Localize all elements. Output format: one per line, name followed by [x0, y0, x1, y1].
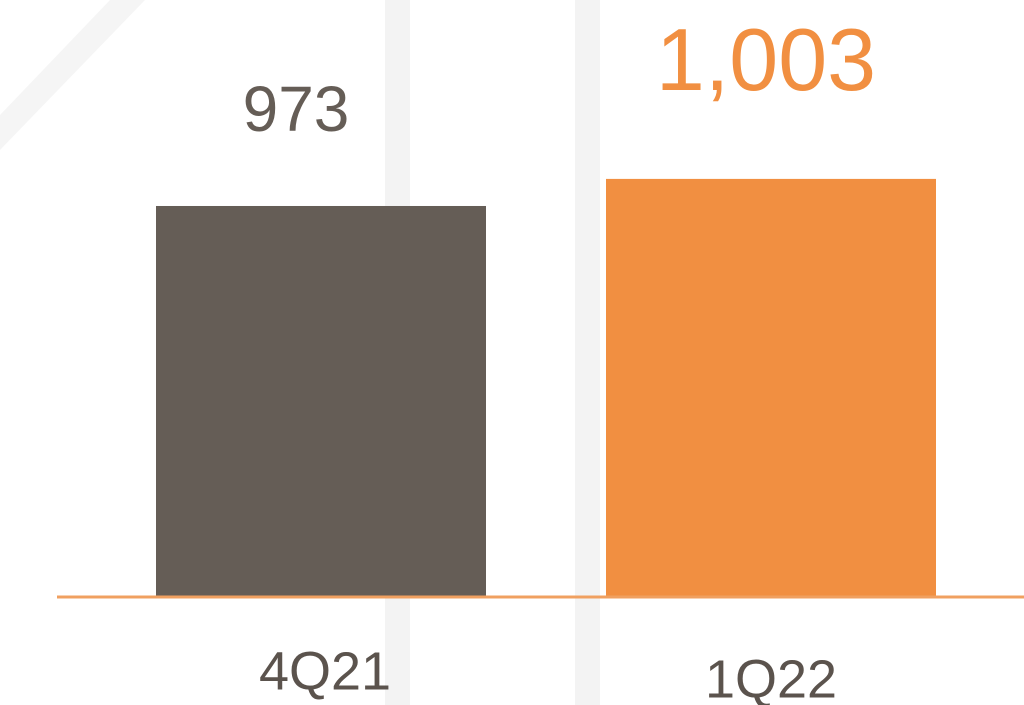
- decor-stripe: [575, 0, 600, 705]
- x-tick-label: 1Q22: [705, 649, 837, 705]
- value-label: 973: [243, 73, 350, 145]
- value-label: 1,003: [656, 10, 876, 109]
- background-decor: [0, 0, 600, 705]
- x-tick-label: 4Q21: [259, 641, 391, 701]
- decor-diagonal: [0, 0, 145, 150]
- bar: [156, 205, 486, 597]
- bar: [606, 178, 936, 597]
